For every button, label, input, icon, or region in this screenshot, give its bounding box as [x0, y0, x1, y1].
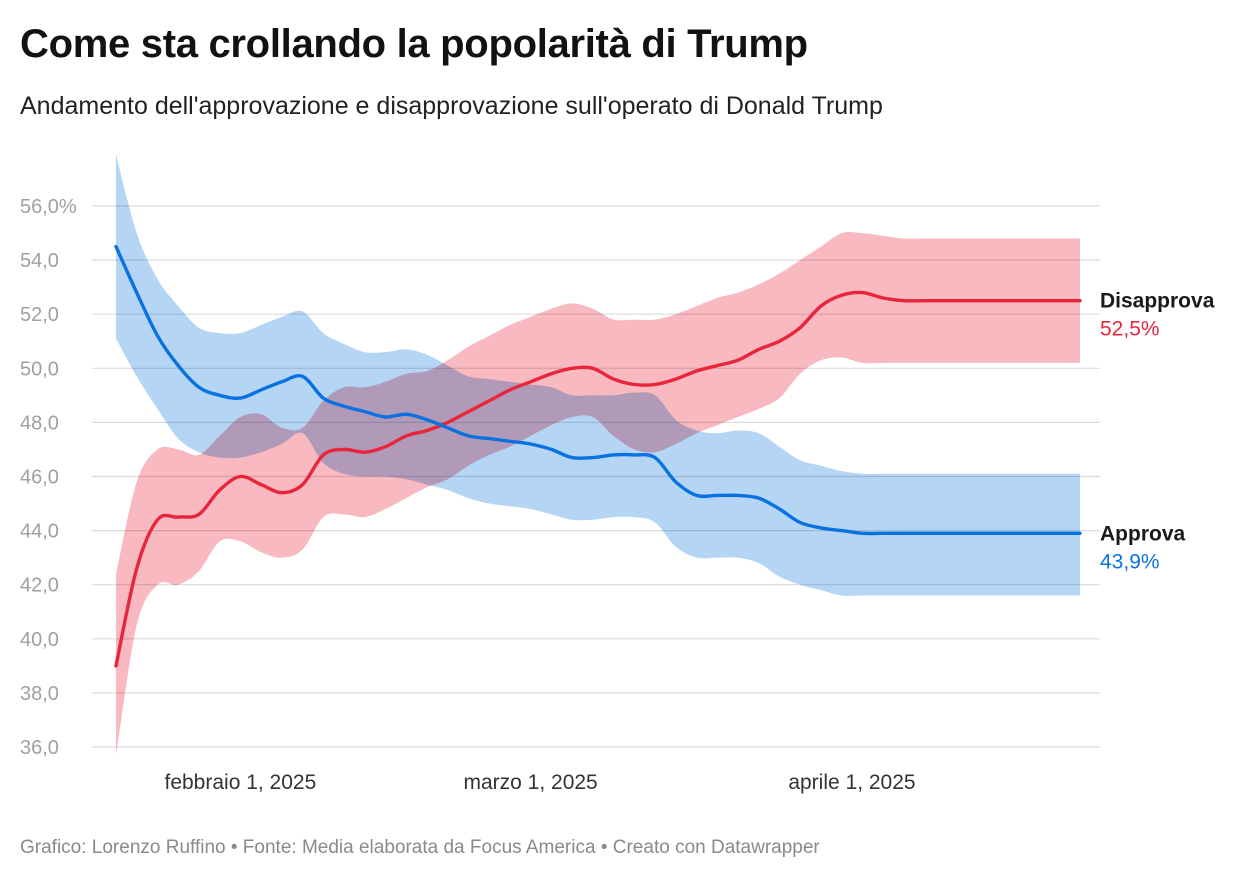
x-tick-label: febbraio 1, 2025 [164, 771, 316, 794]
x-axis: febbraio 1, 2025 marzo 1, 2025 aprile 1, 2… [164, 771, 915, 794]
x-tick-label: aprile 1, 2025 [788, 771, 915, 794]
y-tick-label: 52,0 [20, 304, 59, 326]
series-labels: Disapprova 52,5% Approva 43,9% [1100, 290, 1215, 574]
y-tick-label: 46,0 [20, 467, 59, 489]
chart-subtitle: Andamento dell'approvazione e disapprova… [20, 92, 883, 120]
x-tick-label: marzo 1, 2025 [463, 771, 597, 794]
chart-title: Come sta crollando la popolarità di Trum… [20, 22, 808, 66]
confidence-bands [116, 154, 1080, 756]
line-approva [114, 244, 1082, 536]
y-tick-label: 36,0 [20, 737, 59, 759]
y-tick-label: 42,0 [20, 575, 59, 597]
line-disapprova [114, 290, 1082, 668]
y-tick-label: 50,0 [20, 358, 59, 380]
y-tick-label: 54,0 [20, 250, 59, 272]
y-tick-label: 44,0 [20, 521, 59, 543]
band-approva [116, 154, 1080, 596]
y-axis: 36,0 38,0 40,0 42,0 44,0 46,0 48,0 50,0 52,0 54,0… [20, 196, 77, 759]
chart-footer: Grafico: Lorenzo Ruffino • Fonte: Media … [20, 837, 820, 858]
series-lines [114, 244, 1082, 668]
series-name-label: Disapprova [1100, 290, 1215, 313]
series-value-label: 52,5% [1100, 318, 1160, 341]
y-tick-label: 48,0 [20, 412, 59, 434]
series-value-label: 43,9% [1100, 550, 1160, 573]
y-tick-label: 38,0 [20, 683, 59, 705]
y-tick-label: 40,0 [20, 629, 59, 651]
series-name-label: Approva [1100, 522, 1186, 545]
band-disapprova [116, 231, 1080, 756]
y-tick-label: 56,0% [20, 196, 77, 218]
